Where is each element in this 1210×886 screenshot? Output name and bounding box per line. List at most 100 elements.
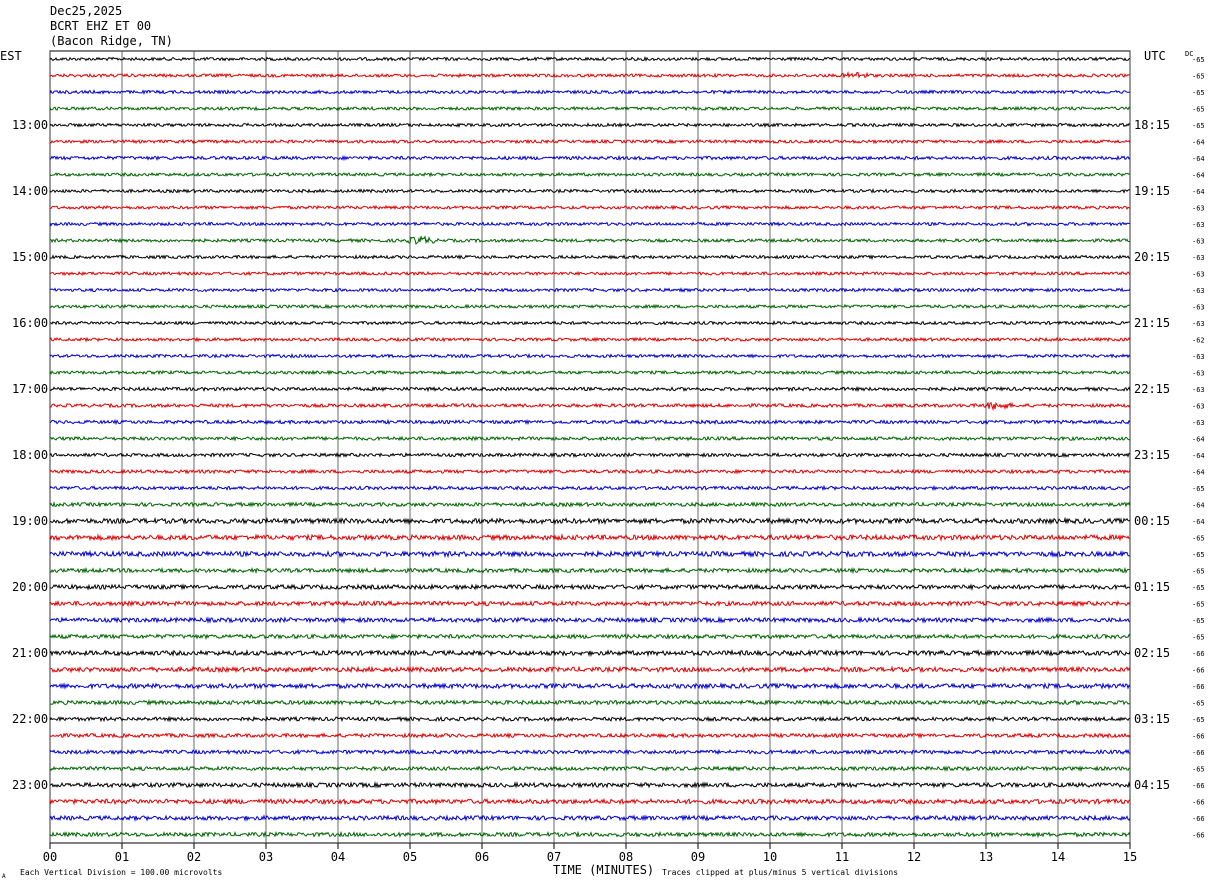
dc-offset-label: -65 (1192, 73, 1205, 81)
trace-row (49, 451, 1131, 459)
dc-offset-label: -65 (1192, 106, 1205, 114)
dc-offset-label: -64 (1192, 452, 1205, 460)
trace-row (49, 187, 1130, 194)
est-hour-label: 13:00 (12, 118, 48, 132)
x-tick-label: 15 (1123, 850, 1137, 864)
axis-labels: EST UTC DC TIME (MINUTES) Each Vertical … (0, 49, 1205, 880)
dc-offset-label: -63 (1192, 419, 1205, 427)
dc-offset-label: -65 (1192, 551, 1205, 559)
x-tick-label: 11 (835, 850, 849, 864)
dc-offset-label: -65 (1192, 584, 1205, 592)
trace-row (49, 632, 1131, 641)
trace-row (49, 401, 1131, 412)
dc-offset-label: -66 (1192, 650, 1205, 658)
trace-row (49, 369, 1131, 376)
clip-note: Traces clipped at plus/minus 5 vertical … (662, 868, 898, 877)
est-hour-label: 18:00 (12, 448, 48, 462)
x-tick-label: 01 (115, 850, 129, 864)
dc-offset-label: -64 (1192, 469, 1205, 477)
est-hour-label: 19:00 (12, 514, 48, 528)
utc-hour-label: 03:15 (1134, 712, 1170, 726)
dc-offset-label: -66 (1192, 782, 1205, 790)
dc-offset-label: -63 (1192, 403, 1205, 411)
dc-offset-label: -63 (1192, 370, 1205, 378)
dc-offset-label: -65 (1192, 601, 1205, 609)
est-hour-label: 22:00 (12, 712, 48, 726)
trace-row (49, 287, 1131, 293)
dc-offset-label: -66 (1192, 799, 1205, 807)
utc-hour-label: 02:15 (1134, 646, 1170, 660)
trace-row (49, 221, 1131, 227)
trace-row (49, 566, 1131, 575)
dc-offset-label: -66 (1192, 832, 1205, 840)
trace-row (49, 385, 1131, 393)
est-hour-label: 15:00 (12, 250, 48, 264)
dc-offset-label: -66 (1192, 733, 1205, 741)
dc-offset-label: -66 (1192, 683, 1205, 691)
dc-offset-label: -63 (1192, 287, 1205, 295)
x-tick-label: 07 (547, 850, 561, 864)
trace-row (49, 71, 1131, 79)
x-tick-label: 14 (1051, 850, 1065, 864)
trace-row (49, 765, 1131, 772)
dc-offset-label: -63 (1192, 205, 1205, 213)
dc-offset-label: -63 (1192, 353, 1205, 361)
dc-offset-label: -62 (1192, 337, 1205, 345)
est-hour-label: 16:00 (12, 316, 48, 330)
dc-offset-label: -65 (1192, 122, 1205, 130)
dc-offset-label: -63 (1192, 271, 1205, 279)
trace-row (49, 105, 1131, 112)
x-tick-label: 04 (331, 850, 345, 864)
trace-row (49, 549, 1131, 559)
dc-offset-label: -65 (1192, 634, 1205, 642)
utc-hour-label: 22:15 (1134, 382, 1170, 396)
dc-offset-label: -65 (1192, 568, 1205, 576)
est-hour-label: 23:00 (12, 778, 48, 792)
dc-offset-label: -66 (1192, 815, 1205, 823)
trace-row (49, 748, 1131, 756)
dc-offset-label: -63 (1192, 221, 1205, 229)
trace-row (49, 665, 1131, 674)
trace-row (49, 533, 1131, 542)
x-tick-label: 10 (763, 850, 777, 864)
trace-row (49, 583, 1131, 591)
dc-offset-label: -65 (1192, 716, 1205, 724)
dc-offset-label: -64 (1192, 518, 1205, 526)
dc-offset-label: -65 (1192, 617, 1205, 625)
utc-axis-label: UTC (1144, 49, 1166, 63)
est-hour-label: 21:00 (12, 646, 48, 660)
dc-offset-label: -64 (1192, 188, 1205, 196)
trace-row (49, 797, 1131, 806)
trace-group (49, 55, 1131, 839)
est-hour-label: 20:00 (12, 580, 48, 594)
trace-row (49, 254, 1131, 261)
x-tick-label: 12 (907, 850, 921, 864)
x-tick-label: 03 (259, 850, 273, 864)
trace-row (49, 435, 1131, 442)
plot-frame (49, 50, 1131, 844)
trace-row (49, 468, 1131, 475)
est-hour-label: 14:00 (12, 184, 48, 198)
utc-hour-label: 18:15 (1134, 118, 1170, 132)
trace-row (49, 352, 1131, 359)
x-tick-label: 00 (43, 850, 57, 864)
location-label: (Bacon Ridge, TN) (50, 34, 173, 48)
dc-offset-label: -63 (1192, 304, 1205, 312)
trace-row (49, 320, 1131, 326)
trace-row (49, 154, 1131, 162)
est-hour-label: 17:00 (12, 382, 48, 396)
date-label: Dec25,2025 (50, 4, 123, 18)
corner-mark: A (2, 873, 6, 880)
trace-row (49, 599, 1131, 608)
utc-hour-label: 20:15 (1134, 250, 1170, 264)
trace-row (49, 516, 1131, 526)
dc-offset-label: -63 (1192, 254, 1205, 262)
utc-hour-label: 04:15 (1134, 778, 1170, 792)
dc-offset-label: -63 (1192, 238, 1205, 246)
trace-row (49, 616, 1131, 625)
trace-row (49, 89, 1131, 95)
trace-row (49, 830, 1131, 839)
trace-row (49, 55, 1131, 62)
trace-row (49, 814, 1131, 823)
